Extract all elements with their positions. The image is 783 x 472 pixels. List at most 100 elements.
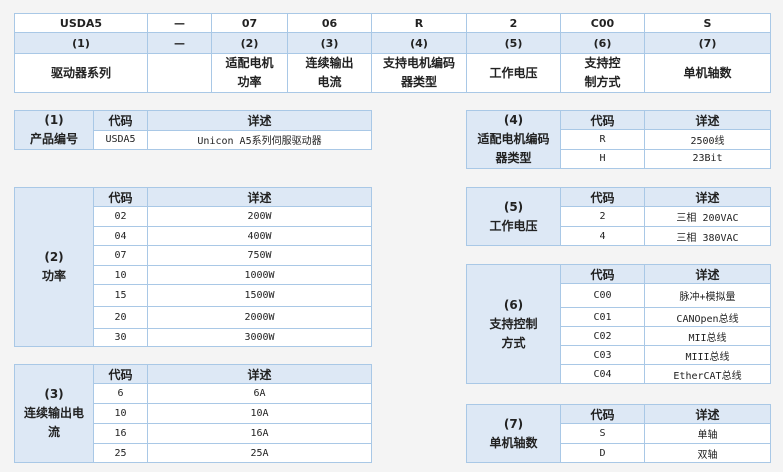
desc-header: 详述 bbox=[147, 110, 372, 131]
header-row: (7) 单机轴数 代码 详述 bbox=[466, 404, 771, 463]
code-cell: H bbox=[560, 148, 645, 170]
header-row: (5) 工作电压 代码 详述 bbox=[466, 187, 771, 246]
name-cell: 支持电机编码 器类型 bbox=[371, 53, 467, 93]
code-cell: 25 bbox=[93, 443, 148, 463]
desc-header: 详述 bbox=[644, 109, 771, 131]
category-label: (4) 适配电机编码 器类型 bbox=[466, 110, 561, 169]
code-cell: 20 bbox=[93, 306, 148, 329]
category-label: (2) 功率 bbox=[14, 187, 94, 347]
header-row: (1) 产品编号 代码 详述 bbox=[14, 110, 372, 150]
category-title: 适配电机编码 器类型 bbox=[477, 132, 550, 165]
table-row: 10 10A bbox=[14, 403, 372, 424]
code-cell: USDA5 bbox=[93, 129, 148, 150]
header-row: (6) 支持控制 方式 代码 详述 bbox=[466, 264, 771, 384]
table-row: 20 2000W bbox=[14, 306, 372, 329]
category-title: 工作电压 bbox=[489, 218, 538, 233]
index-cell: (5) bbox=[466, 32, 561, 54]
category-index: (5) bbox=[503, 199, 524, 214]
index-cell: — bbox=[147, 32, 212, 54]
code-cell: S bbox=[560, 423, 645, 444]
desc-cell: 三相 200VAC bbox=[644, 206, 771, 227]
code-header: 代码 bbox=[93, 110, 148, 131]
code-cell: 04 bbox=[93, 226, 148, 246]
names-row: 驱动器系列 适配电机 功率 连续输出 电流 支持电机编码 器类型 工作电压 支持控 制方式… bbox=[14, 53, 771, 93]
table-row: 30 3000W bbox=[14, 328, 372, 347]
code-cell: D bbox=[560, 443, 645, 463]
desc-cell: 25A bbox=[147, 443, 372, 463]
desc-cell: 2000W bbox=[147, 306, 372, 329]
category-title: 连续输出电 流 bbox=[23, 406, 84, 439]
category-label: (6) 支持控制 方式 bbox=[466, 264, 561, 384]
desc-cell: 三相 380VAC bbox=[644, 226, 771, 246]
index-cell: (7) bbox=[644, 32, 771, 54]
code-cell: 07 bbox=[93, 245, 148, 266]
header-row: (2) 功率 代码 详述 bbox=[14, 187, 372, 347]
category-label: (1) 产品编号 bbox=[14, 110, 94, 150]
header-row: (4) 适配电机编码 器类型 代码 详述 bbox=[466, 109, 771, 169]
code-cell: C03 bbox=[560, 345, 645, 365]
code-header: 代码 bbox=[93, 364, 148, 384]
name-cell bbox=[147, 53, 212, 93]
code-cell: C02 bbox=[560, 326, 645, 346]
code-header: 代码 bbox=[560, 109, 645, 131]
category-label: (5) 工作电压 bbox=[466, 187, 561, 246]
option-table-1: (1) 产品编号 代码 详述 USDA5 Unicon A5系列伺服驱动器 bbox=[14, 110, 372, 150]
desc-cell: MIII总线 bbox=[644, 345, 771, 365]
code-cell: R bbox=[371, 13, 467, 33]
code-cell: 2 bbox=[560, 206, 645, 227]
desc-cell: 10A bbox=[147, 403, 372, 424]
category-index: (6) bbox=[503, 297, 524, 312]
table-row: 04 400W bbox=[14, 226, 372, 246]
code-cell: C04 bbox=[560, 364, 645, 384]
option-table-5: (5) 工作电压 代码 详述 2 三相 200VAC 4 三相 380VAC bbox=[466, 187, 771, 246]
category-title: 单机轴数 bbox=[489, 435, 538, 450]
code-cell: 10 bbox=[93, 265, 148, 285]
codes-row: USDA5—07 06 R 2 C00 S bbox=[14, 13, 771, 33]
table-row: 10 1000W bbox=[14, 265, 372, 285]
name-cell: 适配电机 功率 bbox=[211, 53, 288, 93]
index-cell: (4) bbox=[371, 32, 467, 54]
code-cell: R bbox=[560, 129, 645, 150]
desc-header: 详述 bbox=[644, 264, 771, 284]
desc-cell: MII总线 bbox=[644, 326, 771, 346]
code-cell: S bbox=[644, 13, 771, 33]
desc-cell: EtherCAT总线 bbox=[644, 364, 771, 384]
desc-cell: 400W bbox=[147, 226, 372, 246]
option-table-2: (2) 功率 代码 详述 02 200W 04 400W 07 750W 10 1000W 15 1500… bbox=[14, 187, 372, 347]
desc-cell: 脉冲+模拟量 bbox=[644, 283, 771, 308]
code-header: 代码 bbox=[93, 187, 148, 207]
code-cell: 15 bbox=[93, 284, 148, 307]
desc-cell: 1500W bbox=[147, 284, 372, 307]
desc-cell: CANOpen总线 bbox=[644, 307, 771, 327]
code-cell: 10 bbox=[93, 403, 148, 424]
table-row: USDA5 Unicon A5系列伺服驱动器 bbox=[14, 129, 372, 150]
header-row: (3) 连续输出电 流 代码 详述 bbox=[14, 364, 372, 463]
option-table-6: (6) 支持控制 方式 代码 详述 C00 脉冲+模拟量 C01 CANOpen总线 C02 MI… bbox=[466, 264, 771, 384]
table-row: 16 16A bbox=[14, 423, 372, 444]
option-table-7: (7) 单机轴数 代码 详述 S 单轴 D 双轴 bbox=[466, 404, 771, 463]
index-cell: (6) bbox=[560, 32, 645, 54]
code-cell: — bbox=[147, 13, 212, 33]
desc-cell: 200W bbox=[147, 206, 372, 227]
desc-cell: Unicon A5系列伺服驱动器 bbox=[147, 129, 372, 150]
category-index: (2) bbox=[44, 250, 64, 264]
desc-cell: 16A bbox=[147, 423, 372, 444]
code-cell: 2 bbox=[466, 13, 561, 33]
code-cell: 4 bbox=[560, 226, 645, 246]
code-header: 代码 bbox=[560, 404, 645, 424]
desc-header: 详述 bbox=[644, 187, 771, 207]
desc-cell: 23Bit bbox=[644, 148, 771, 170]
table-row: 02 200W bbox=[14, 206, 372, 227]
index-cell: (2) bbox=[211, 32, 288, 54]
desc-cell: 1000W bbox=[147, 265, 372, 285]
name-cell: 驱动器系列 bbox=[14, 53, 148, 93]
code-header: 代码 bbox=[560, 187, 645, 207]
option-table-4: (4) 适配电机编码 器类型 代码 详述 R 2500线 H 23Bit bbox=[466, 109, 771, 170]
model-code-table: USDA5—07 06 R 2 C00 S (1) — (2) (3) (4) (5) (6) (7) … bbox=[14, 13, 771, 93]
desc-cell: 6A bbox=[147, 383, 372, 404]
index-cell: (3) bbox=[287, 32, 372, 54]
name-cell: 连续输出 电流 bbox=[287, 53, 372, 93]
desc-header: 详述 bbox=[147, 187, 372, 207]
desc-cell: 750W bbox=[147, 245, 372, 266]
code-cell: 06 bbox=[287, 13, 372, 33]
